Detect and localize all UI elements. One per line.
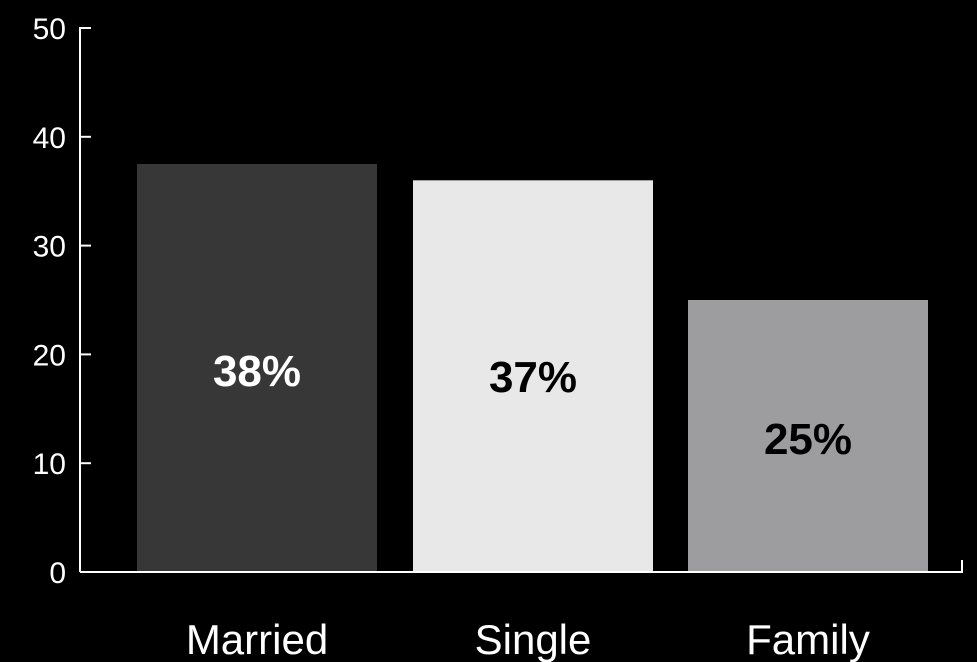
bar-family — [688, 300, 928, 571]
category-labels: Married Single Family — [186, 616, 870, 662]
y-tick-label-0: 0 — [49, 557, 66, 590]
category-label-family: Family — [746, 616, 870, 662]
category-label-married: Married — [186, 616, 328, 662]
y-tick-label-30: 30 — [33, 231, 66, 264]
y-ticks: 0 10 20 30 40 50 — [33, 13, 91, 590]
y-tick-label-20: 20 — [33, 339, 66, 372]
bar-single — [413, 180, 653, 571]
data-label-family: 25% — [764, 415, 852, 464]
bars-layer — [137, 164, 928, 571]
axes-layer — [79, 27, 963, 573]
data-label-married: 38% — [213, 347, 301, 396]
y-tick-label-40: 40 — [33, 122, 66, 155]
y-tick-label-10: 10 — [33, 448, 66, 481]
bar-married — [137, 164, 377, 571]
data-labels: 38% 37% 25% — [213, 347, 852, 464]
y-axis-line — [79, 27, 91, 572]
data-label-single: 37% — [489, 353, 577, 402]
y-tick-label-50: 50 — [33, 13, 66, 46]
category-label-single: Single — [475, 616, 592, 662]
x-axis-line — [80, 560, 963, 573]
